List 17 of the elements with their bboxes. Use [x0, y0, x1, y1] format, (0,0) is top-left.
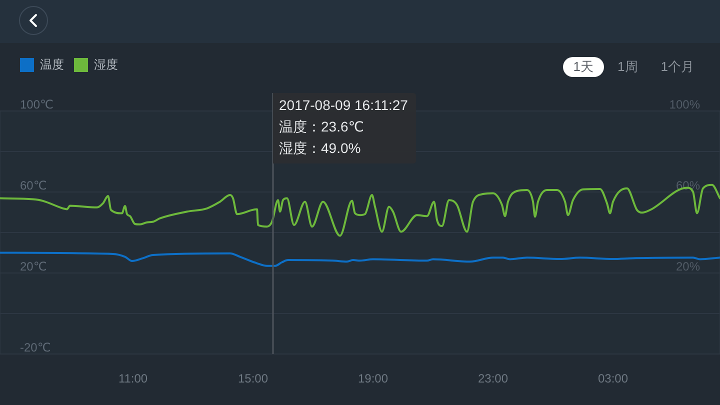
text: 1周: [618, 58, 638, 76]
x-tick-label: 11:00: [118, 372, 148, 386]
y-tick-label: 60℃: [20, 178, 47, 192]
annotation: 2017-08-09 16:11:27: [279, 96, 408, 113]
annotation: 湿度：49.0%: [279, 140, 361, 156]
legend-label: 温度: [40, 57, 64, 72]
annotation: 温度：23.6℃: [279, 118, 364, 134]
text: 1个月: [660, 58, 694, 76]
x-tick-label: 19:00: [358, 372, 388, 386]
y-tick-label: 100℃: [20, 97, 54, 112]
tab-button: 1天: [563, 57, 604, 77]
legend-label: 湿度: [94, 57, 118, 72]
x-tick-label: 03:00: [598, 372, 628, 386]
x-tick-label: 15:00: [238, 372, 268, 386]
x-tick-label: 23:00: [478, 372, 508, 386]
y-tick-label: 20℃: [20, 259, 47, 274]
y-tick-label: -20℃: [20, 340, 51, 354]
